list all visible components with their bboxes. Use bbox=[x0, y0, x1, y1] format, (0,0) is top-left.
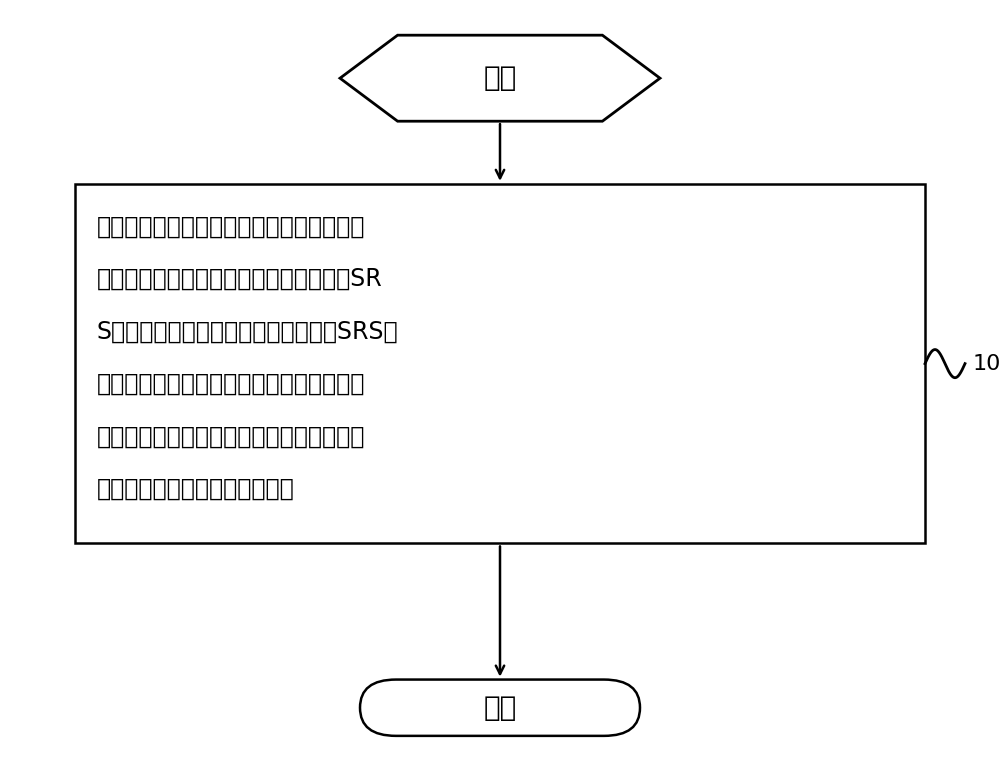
Text: 结束: 结束 bbox=[483, 694, 517, 722]
Text: 所述第一频段下行信道进行检测；其中，所: 所述第一频段下行信道进行检测；其中，所 bbox=[97, 372, 365, 396]
FancyBboxPatch shape bbox=[360, 680, 640, 736]
Text: 开始: 开始 bbox=[483, 64, 517, 92]
Text: 过第二频段的上行信道发送探测参考信号SR: 过第二频段的上行信道发送探测参考信号SR bbox=[97, 267, 383, 291]
Text: 101: 101 bbox=[973, 353, 1000, 374]
Text: 述第一频段的接收频率和所述第二频段的发: 述第一频段的接收频率和所述第二频段的发 bbox=[97, 425, 365, 448]
Text: S，以使基站侧根据所述探测参考信号SRS对: S，以使基站侧根据所述探测参考信号SRS对 bbox=[97, 320, 399, 343]
Polygon shape bbox=[340, 35, 660, 121]
FancyBboxPatch shape bbox=[75, 184, 925, 543]
Text: 射频率存在至少部分频率重叠。: 射频率存在至少部分频率重叠。 bbox=[97, 477, 295, 500]
Text: 在进行第一频段下行信道检测的情况下，通: 在进行第一频段下行信道检测的情况下，通 bbox=[97, 215, 365, 239]
